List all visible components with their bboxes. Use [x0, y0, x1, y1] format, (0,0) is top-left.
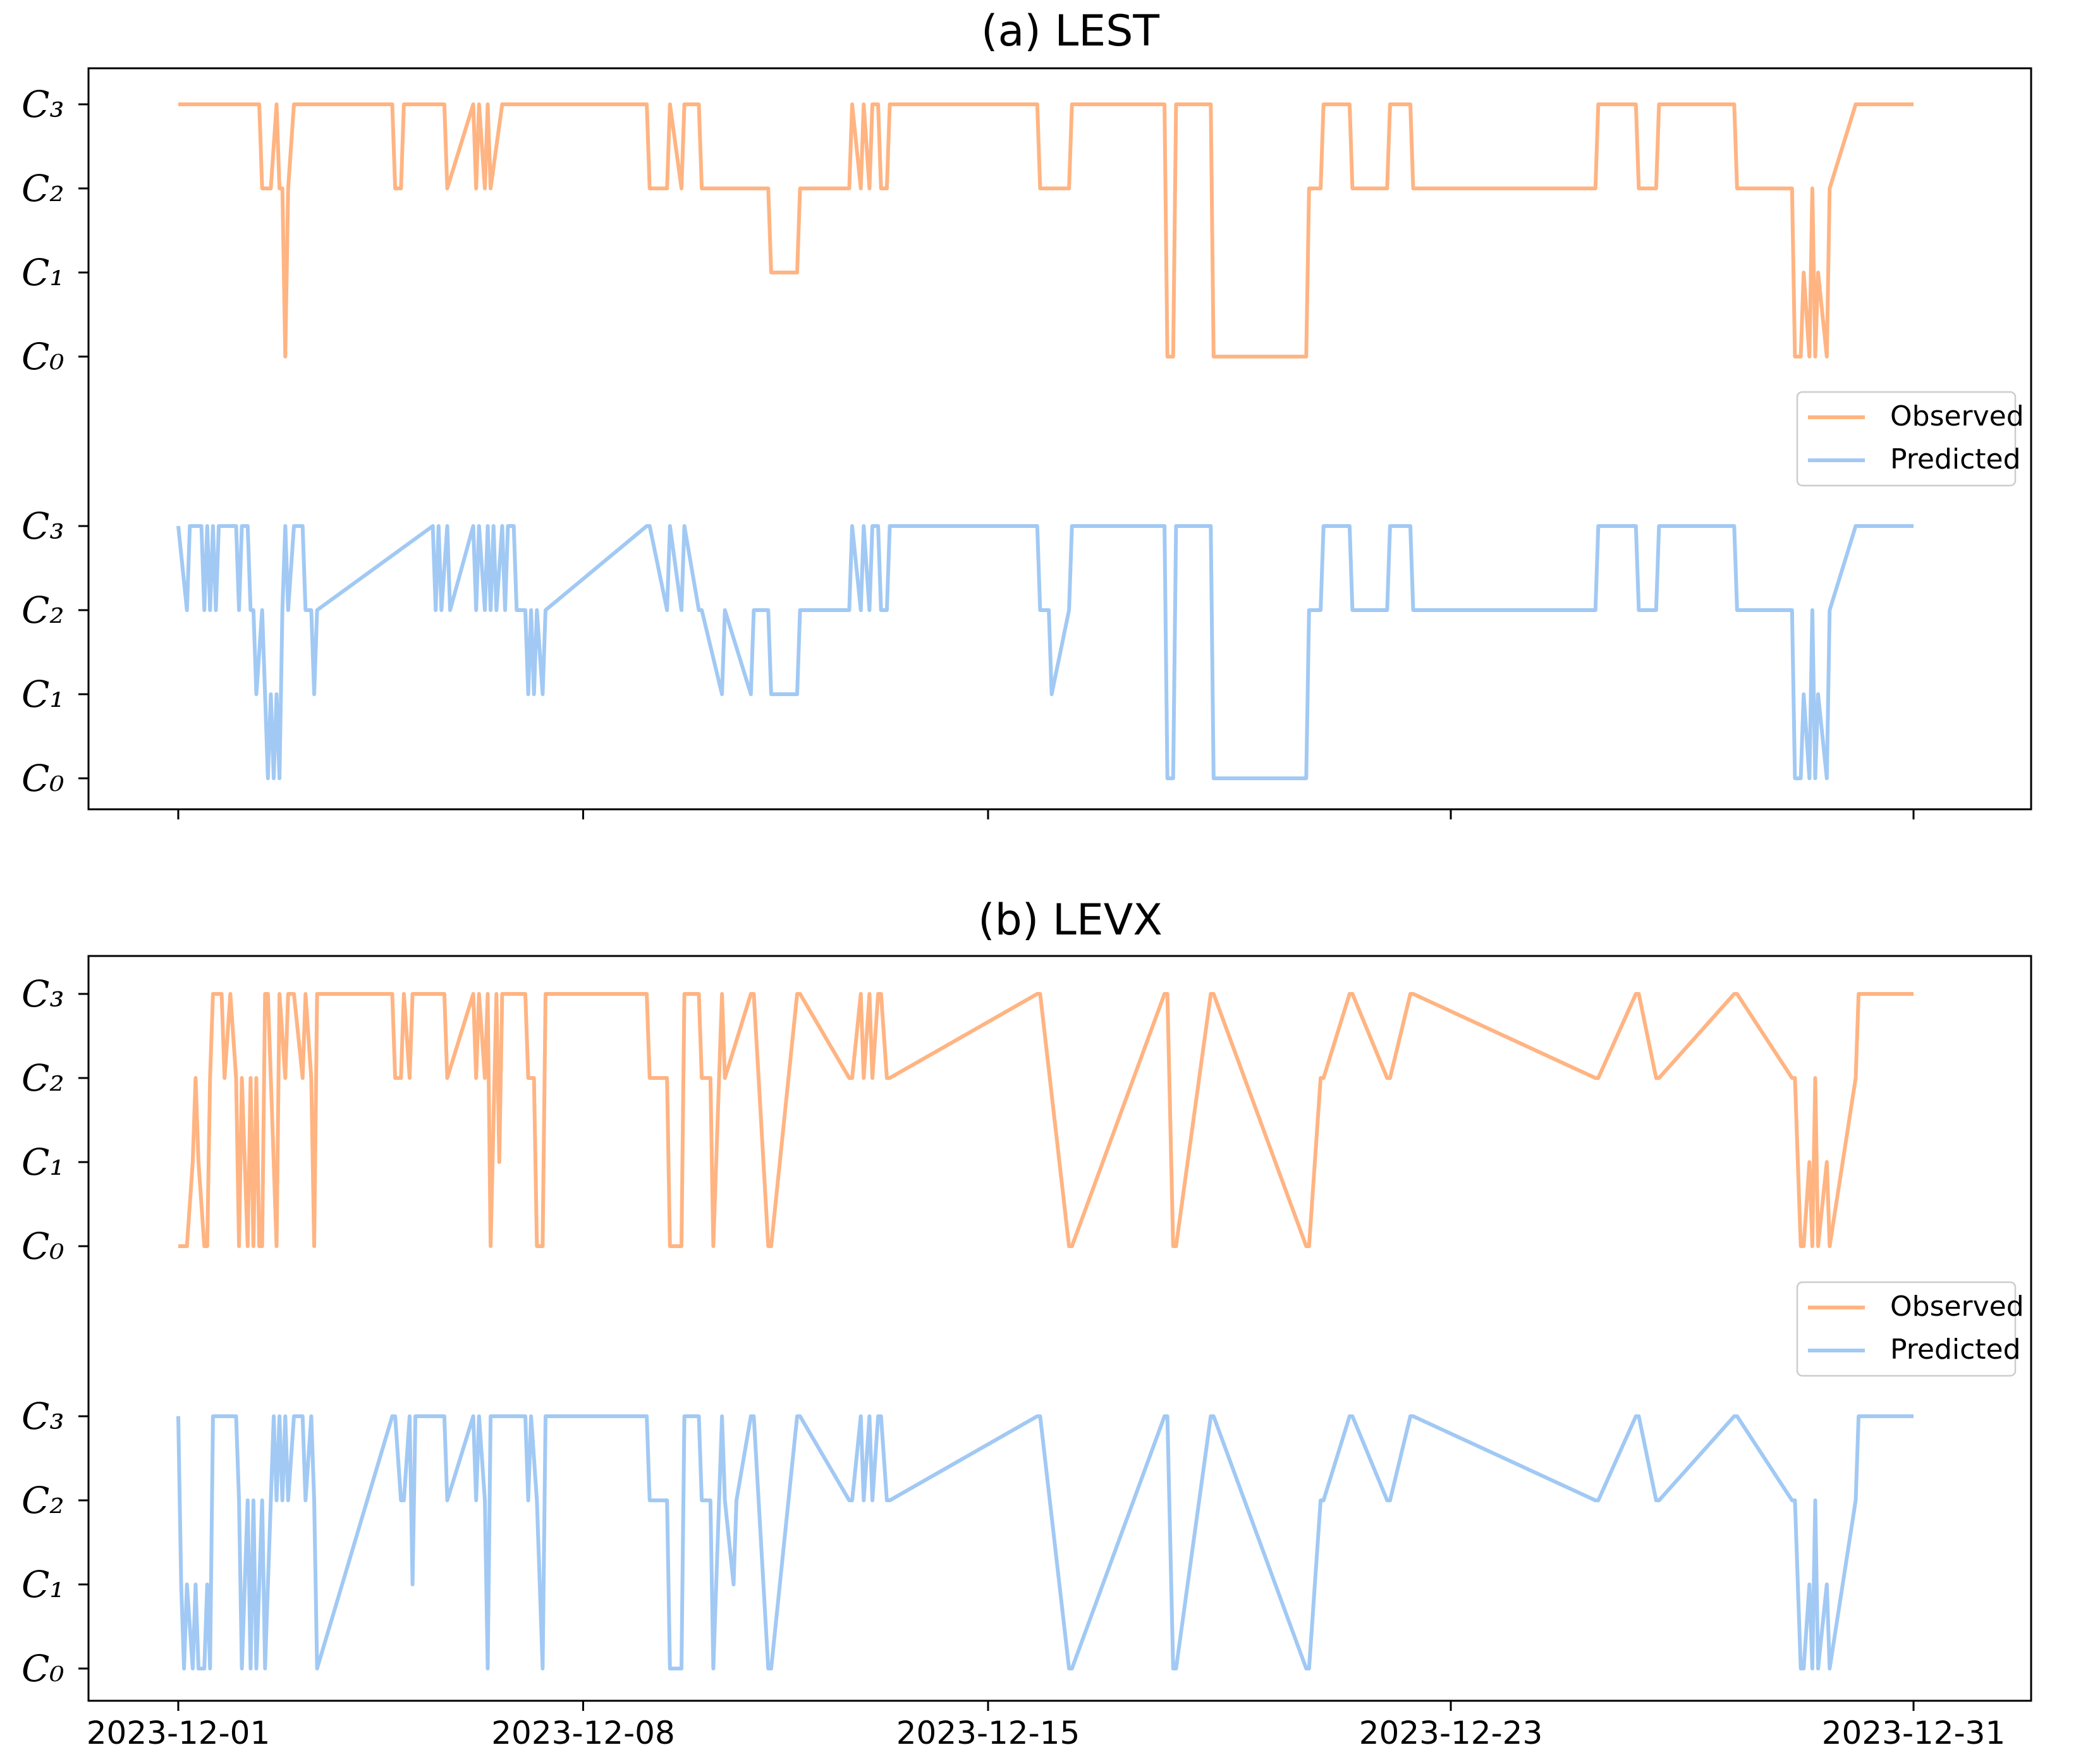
panel-b-y-axis: C₃ C₂ C₁ C₀ C₃ C₂ C₁ C₀	[21, 972, 89, 1690]
panel-a-lines	[176, 102, 1914, 780]
y-tick-label: C₁	[21, 1563, 64, 1606]
panel-a-legend-observed-label: Observed	[1890, 400, 2024, 432]
x-tick-label: 2023-12-23	[1359, 1715, 1543, 1751]
y-tick-label: C₃	[21, 83, 64, 126]
series-line-predicted	[176, 1414, 1914, 1670]
y-tick-label: C₂	[21, 1057, 64, 1099]
y-tick-label: C₁	[21, 251, 64, 294]
y-tick-label: C₂	[21, 167, 64, 210]
panel-a-legend-predicted-label: Predicted	[1890, 443, 2021, 475]
panel-b-legend-observed-label: Observed	[1890, 1290, 2024, 1323]
y-tick-label: C₀	[21, 335, 64, 378]
series-line-predicted	[176, 524, 1914, 780]
y-tick-label: C₃	[21, 972, 64, 1015]
panel-a-x-ticks	[177, 809, 1915, 819]
y-tick-label: C₀	[21, 1647, 64, 1690]
x-tick-label: 2023-12-15	[896, 1715, 1080, 1751]
x-tick-label: 2023-12-31	[1822, 1715, 2006, 1751]
panel-b-plot-frame	[87, 955, 2032, 1702]
panel-a: (a) LEST C₃ C₂ C₁ C₀ C₃ C₂ C₁ C₀ Observed Predi…	[21, 6, 2032, 819]
panel-a-legend: Observed Predicted	[1796, 391, 2024, 487]
y-tick-label: C₁	[21, 673, 64, 716]
y-tick-label: C₀	[21, 1225, 64, 1268]
panel-b-x-ticks: 2023-12-01 2023-12-08 2023-12-15 2023-12-23…	[87, 1701, 2006, 1751]
x-tick-label: 2023-12-01	[87, 1715, 271, 1751]
series-line-observed	[178, 992, 1914, 1248]
y-tick-label: C₁	[21, 1141, 64, 1184]
x-tick-label: 2023-12-08	[491, 1715, 675, 1751]
panel-b-title: (b) LEVX	[978, 895, 1163, 945]
series-line-observed	[178, 102, 1914, 358]
y-tick-label: C₃	[21, 505, 64, 548]
panel-b-lines	[176, 992, 1914, 1670]
panel-b-legend: Observed Predicted	[1796, 1281, 2024, 1377]
y-tick-label: C₃	[21, 1395, 64, 1438]
panel-b-legend-predicted-label: Predicted	[1890, 1333, 2021, 1366]
y-tick-label: C₂	[21, 1479, 64, 1522]
panel-a-y-axis: C₃ C₂ C₁ C₀ C₃ C₂ C₁ C₀	[21, 83, 89, 800]
panel-a-title: (a) LEST	[981, 6, 1159, 56]
y-tick-label: C₀	[21, 757, 64, 800]
y-tick-label: C₂	[21, 589, 64, 632]
panel-a-plot-frame	[87, 67, 2032, 811]
